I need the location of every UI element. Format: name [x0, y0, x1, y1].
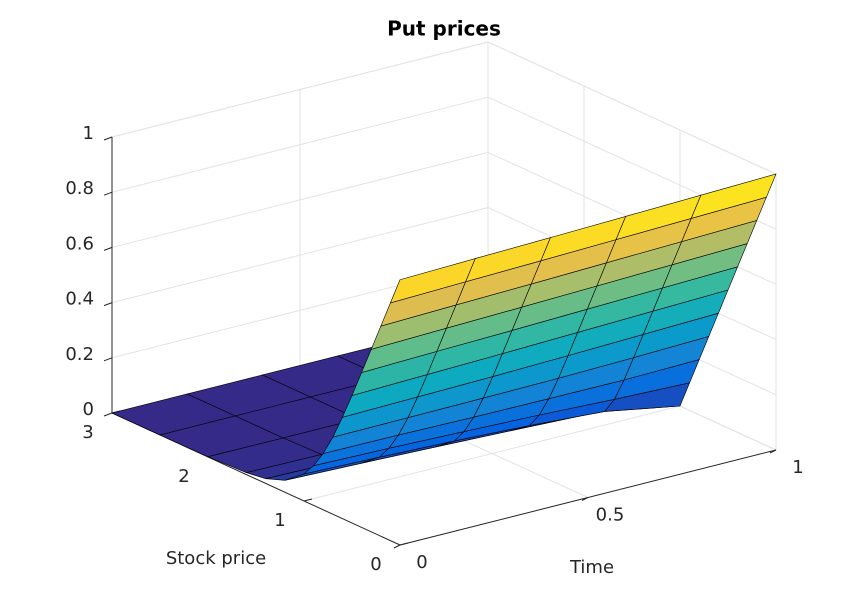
y-tick — [303, 498, 313, 502]
z-tick — [103, 357, 113, 362]
z-tick-label: 0.4 — [65, 289, 94, 310]
y-tick — [399, 542, 409, 546]
x-tick-label: 0.5 — [596, 505, 625, 526]
z-tick — [103, 136, 113, 141]
z-tick-label: 0.8 — [65, 178, 94, 199]
z-tick-label: 1 — [83, 123, 94, 144]
z-tick — [103, 412, 113, 417]
y-tick-label: 1 — [274, 510, 285, 531]
z-tick-label: 0 — [83, 399, 94, 420]
z-tick-label: 0.2 — [65, 344, 94, 365]
grid-line — [111, 151, 489, 248]
x-tick — [769, 449, 777, 454]
z-tick — [103, 302, 113, 307]
grid-line — [111, 207, 489, 304]
z-tick-label: 0.6 — [65, 233, 94, 254]
grid-line — [487, 41, 777, 175]
z-tick — [103, 191, 113, 196]
x-tick-label: 0 — [416, 552, 427, 573]
y-tick-label: 2 — [178, 466, 189, 487]
grid-line — [303, 405, 681, 502]
grid-line — [111, 41, 489, 138]
x-tick — [581, 497, 589, 501]
y-tick-label: 0 — [370, 554, 381, 575]
y-tick-label: 3 — [82, 422, 93, 443]
z-tick — [103, 246, 113, 251]
x-tick-label: 1 — [792, 457, 803, 478]
grid-line — [111, 96, 489, 193]
x-tick — [393, 544, 401, 549]
y-axis-label: Stock price — [166, 548, 266, 569]
chart-title: Put prices — [387, 17, 501, 41]
x-axis-label: Time — [569, 557, 614, 578]
surface-patch — [389, 258, 476, 304]
